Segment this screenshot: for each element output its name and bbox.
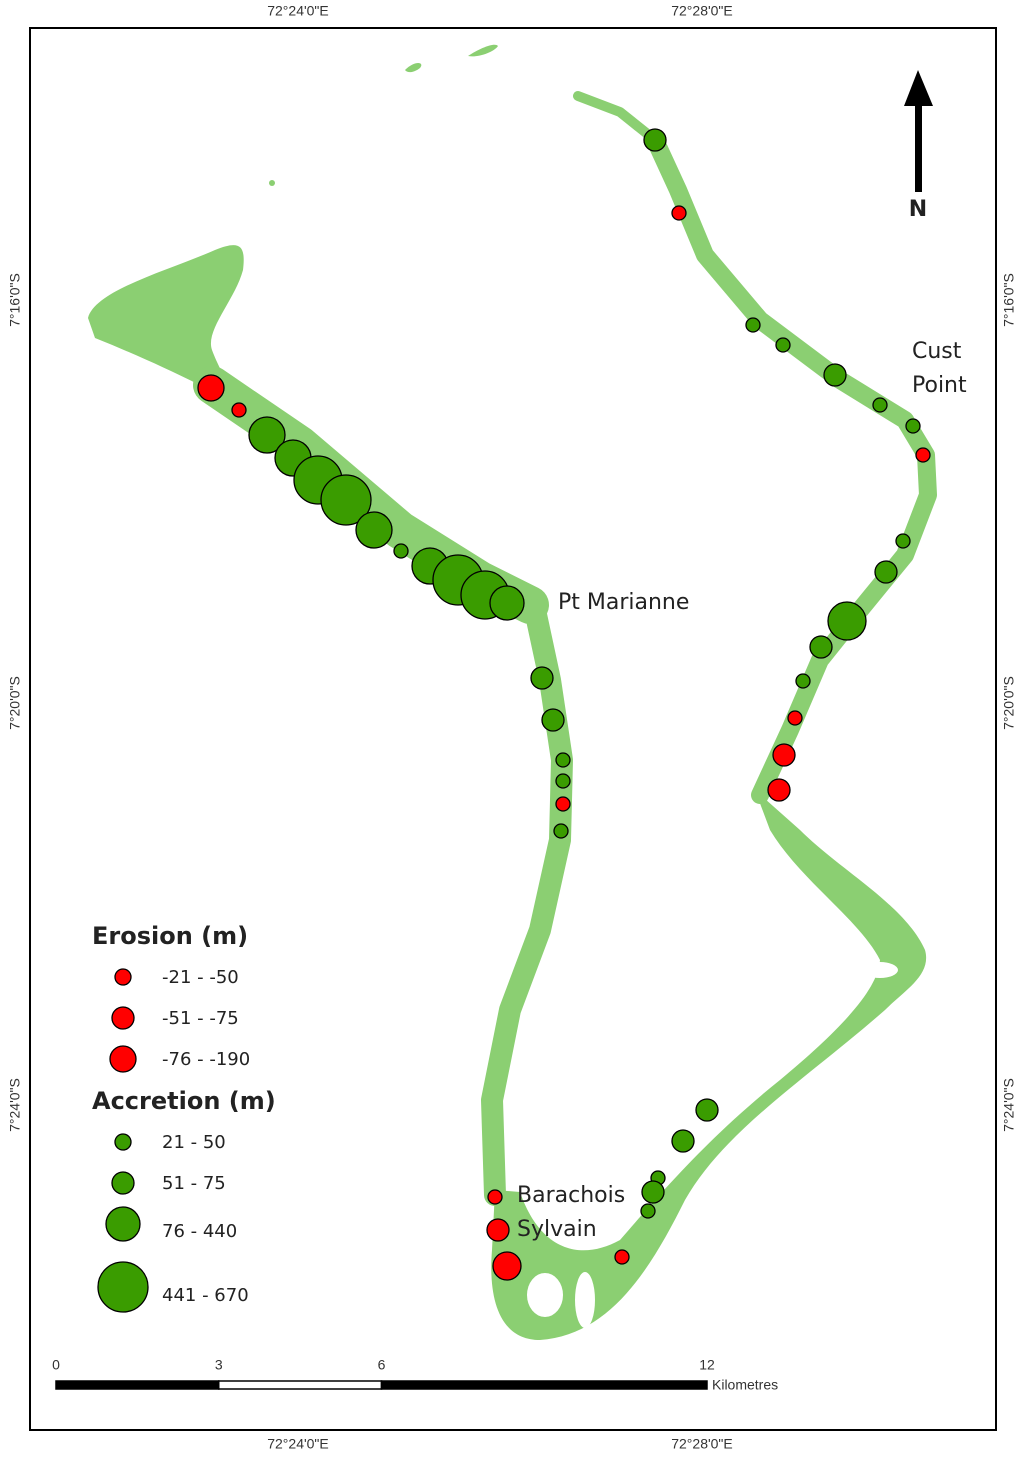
legend-item: -76 - -190 xyxy=(162,1049,250,1070)
scale-label: 6 xyxy=(378,1357,386,1373)
scale-segment xyxy=(218,1380,383,1390)
legend-title: Erosion (m) xyxy=(92,922,248,950)
transect-markers xyxy=(197,128,931,1281)
place-label: Cust xyxy=(912,339,962,364)
lon-label: 72°24'0"E xyxy=(267,1436,329,1452)
place-label: Sylvain xyxy=(517,1217,597,1242)
legend-title: Accretion (m) xyxy=(92,1087,276,1115)
lat-label: 7°16'0"S xyxy=(7,273,23,327)
legend-item: -21 - -50 xyxy=(162,967,239,988)
legend-item: 441 - 670 xyxy=(162,1285,249,1306)
scale-segment xyxy=(380,1380,708,1390)
north-arrow: N xyxy=(904,70,933,222)
graticule-labels: 72°24'0"E 72°28'0"E 72°24'0"E 72°28'0"E 7°16… xyxy=(7,3,1017,1452)
place-label: Barachois xyxy=(517,1183,625,1208)
lat-label: 7°20'0"S xyxy=(1001,676,1017,730)
legend: Erosion (m) -21 - -50 -51 - -75 -76 - -1… xyxy=(92,922,276,1313)
lon-label: 72°28'0"E xyxy=(671,3,733,19)
scale-label: 12 xyxy=(699,1357,715,1373)
scale-bar: 0 3 6 12 Kilometres xyxy=(52,1357,778,1393)
legend-item: 21 - 50 xyxy=(162,1132,226,1153)
lat-label: 7°16'0"S xyxy=(1001,273,1017,327)
legend-item: 51 - 75 xyxy=(162,1173,226,1194)
scale-label: 3 xyxy=(215,1357,223,1373)
lat-label: 7°20'0"S xyxy=(7,676,23,730)
lon-label: 72°28'0"E xyxy=(671,1436,733,1452)
place-label: Point xyxy=(912,373,967,398)
scale-segment xyxy=(55,1380,220,1390)
lat-label: 7°24'0"S xyxy=(7,1078,23,1132)
legend-item: 76 - 440 xyxy=(162,1221,237,1242)
scale-label: 0 xyxy=(52,1357,60,1373)
place-label: Pt Marianne xyxy=(558,590,689,615)
north-label: N xyxy=(909,197,927,222)
legend-item: -51 - -75 xyxy=(162,1008,239,1029)
scale-unit: Kilometres xyxy=(712,1377,778,1393)
lon-label: 72°24'0"E xyxy=(267,3,329,19)
lat-label: 7°24'0"S xyxy=(1001,1078,1017,1132)
